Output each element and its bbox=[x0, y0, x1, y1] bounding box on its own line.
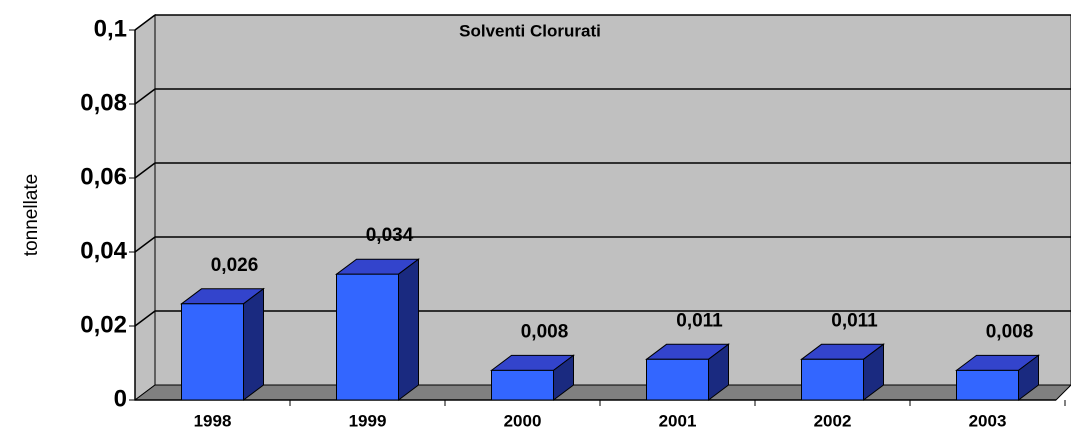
back-wall bbox=[154, 14, 1071, 386]
bar-side bbox=[243, 287, 264, 401]
chart-title: Solventi Clorurati bbox=[459, 21, 601, 40]
value-label: 0,008 bbox=[986, 321, 1034, 342]
bar bbox=[336, 273, 399, 401]
y-tick-label: 0,08 bbox=[80, 89, 127, 116]
x-tick-label: 2002 bbox=[814, 411, 852, 430]
x-tick-label: 2003 bbox=[969, 411, 1007, 430]
y-tick-label: 0,1 bbox=[94, 15, 127, 42]
bar bbox=[491, 369, 554, 401]
grid-line bbox=[134, 88, 156, 105]
value-label: 0,034 bbox=[366, 225, 414, 246]
value-label: 0,011 bbox=[676, 310, 723, 331]
grid-line bbox=[134, 236, 156, 253]
bar bbox=[646, 358, 709, 401]
y-tick-label: 0,04 bbox=[80, 237, 127, 264]
bar-side bbox=[398, 258, 419, 401]
side-wall bbox=[134, 14, 156, 401]
grid-line bbox=[134, 14, 156, 31]
y-tick-label: 0 bbox=[114, 385, 127, 412]
grid-line bbox=[134, 310, 156, 327]
y-tick-label: 0,06 bbox=[80, 163, 127, 190]
bar bbox=[801, 358, 864, 401]
x-tick-label: 2000 bbox=[504, 411, 542, 430]
grid-line bbox=[134, 162, 156, 179]
bar bbox=[956, 369, 1019, 401]
value-label: 0,008 bbox=[521, 321, 569, 342]
x-tick-label: 1999 bbox=[349, 411, 387, 430]
x-tick-label: 1998 bbox=[194, 411, 232, 430]
y-axis-label: tonnellate bbox=[21, 174, 42, 256]
bar bbox=[181, 303, 244, 401]
y-tick-label: 0,02 bbox=[80, 311, 127, 338]
value-label: 0,026 bbox=[211, 255, 259, 276]
x-tick-label: 2001 bbox=[659, 411, 697, 430]
floor bbox=[133, 384, 1071, 401]
value-label: 0,011 bbox=[831, 310, 878, 331]
